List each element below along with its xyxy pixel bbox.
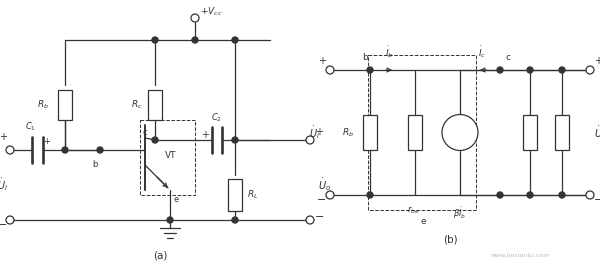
Bar — [58, 90, 72, 120]
Circle shape — [192, 37, 198, 43]
Bar — [555, 115, 569, 150]
Circle shape — [152, 37, 158, 43]
Text: $\dot{U}_i$: $\dot{U}_i$ — [310, 124, 320, 141]
Circle shape — [497, 192, 503, 198]
Text: $\dot{U}_o$: $\dot{U}_o$ — [318, 177, 331, 193]
Text: −: − — [315, 212, 325, 222]
Text: $R_c$: $R_c$ — [522, 126, 534, 139]
Text: +: + — [0, 132, 7, 142]
Circle shape — [232, 37, 238, 43]
Circle shape — [232, 137, 238, 143]
Circle shape — [326, 191, 334, 199]
Text: $+V_{cc}$: $+V_{cc}$ — [200, 6, 223, 18]
Circle shape — [559, 67, 565, 73]
Text: $R_L$: $R_L$ — [554, 126, 566, 139]
Text: $R_c$: $R_c$ — [131, 99, 143, 111]
Bar — [368, 55, 476, 210]
Bar — [140, 120, 195, 195]
Circle shape — [586, 191, 594, 199]
Circle shape — [306, 136, 314, 144]
Circle shape — [6, 146, 14, 154]
Text: $\dot{U}_o$: $\dot{U}_o$ — [594, 124, 600, 141]
Bar — [148, 90, 162, 120]
Text: +: + — [315, 127, 323, 137]
Circle shape — [191, 14, 199, 22]
Text: $C_1$: $C_1$ — [25, 121, 35, 133]
Text: c: c — [505, 53, 510, 62]
Text: −: − — [594, 195, 600, 205]
Text: +: + — [201, 130, 209, 140]
Circle shape — [527, 192, 533, 198]
Text: +: + — [318, 56, 326, 66]
Text: b: b — [362, 53, 368, 62]
Circle shape — [586, 66, 594, 74]
Text: (a): (a) — [153, 250, 167, 260]
Circle shape — [152, 137, 158, 143]
Text: $R_b$: $R_b$ — [37, 99, 49, 111]
Text: (b): (b) — [443, 235, 457, 245]
Text: −: − — [317, 195, 326, 205]
Text: e: e — [173, 195, 178, 204]
Circle shape — [497, 67, 503, 73]
Text: −: − — [0, 220, 8, 230]
Text: $\dot{U}_i$: $\dot{U}_i$ — [0, 177, 8, 193]
Text: +: + — [43, 136, 50, 146]
Text: $r_{be}$: $r_{be}$ — [407, 205, 419, 217]
Circle shape — [306, 216, 314, 224]
Bar — [363, 115, 377, 150]
Circle shape — [6, 216, 14, 224]
Text: +: + — [594, 56, 600, 66]
Circle shape — [527, 67, 533, 73]
Circle shape — [326, 66, 334, 74]
Text: e: e — [420, 217, 426, 226]
Circle shape — [232, 217, 238, 223]
Text: VT: VT — [165, 151, 176, 159]
Circle shape — [62, 147, 68, 153]
Text: $\beta\dot{I}_b$: $\beta\dot{I}_b$ — [454, 205, 467, 221]
Circle shape — [367, 192, 373, 198]
Text: c: c — [142, 128, 147, 137]
Text: $\dot{I}_b$: $\dot{I}_b$ — [385, 44, 393, 60]
Text: b: b — [92, 160, 98, 169]
Bar — [523, 115, 537, 150]
Circle shape — [559, 192, 565, 198]
Circle shape — [167, 217, 173, 223]
Circle shape — [442, 114, 478, 151]
Text: $\dot{I}_c$: $\dot{I}_c$ — [478, 44, 486, 60]
Circle shape — [97, 147, 103, 153]
Bar — [408, 115, 422, 150]
Text: www.jiexiantu.com: www.jiexiantu.com — [490, 252, 550, 258]
Text: $C_2$: $C_2$ — [211, 111, 223, 124]
Circle shape — [367, 67, 373, 73]
Text: $R_L$: $R_L$ — [247, 189, 259, 201]
Bar — [228, 179, 242, 211]
Text: $R_b$: $R_b$ — [342, 126, 354, 139]
